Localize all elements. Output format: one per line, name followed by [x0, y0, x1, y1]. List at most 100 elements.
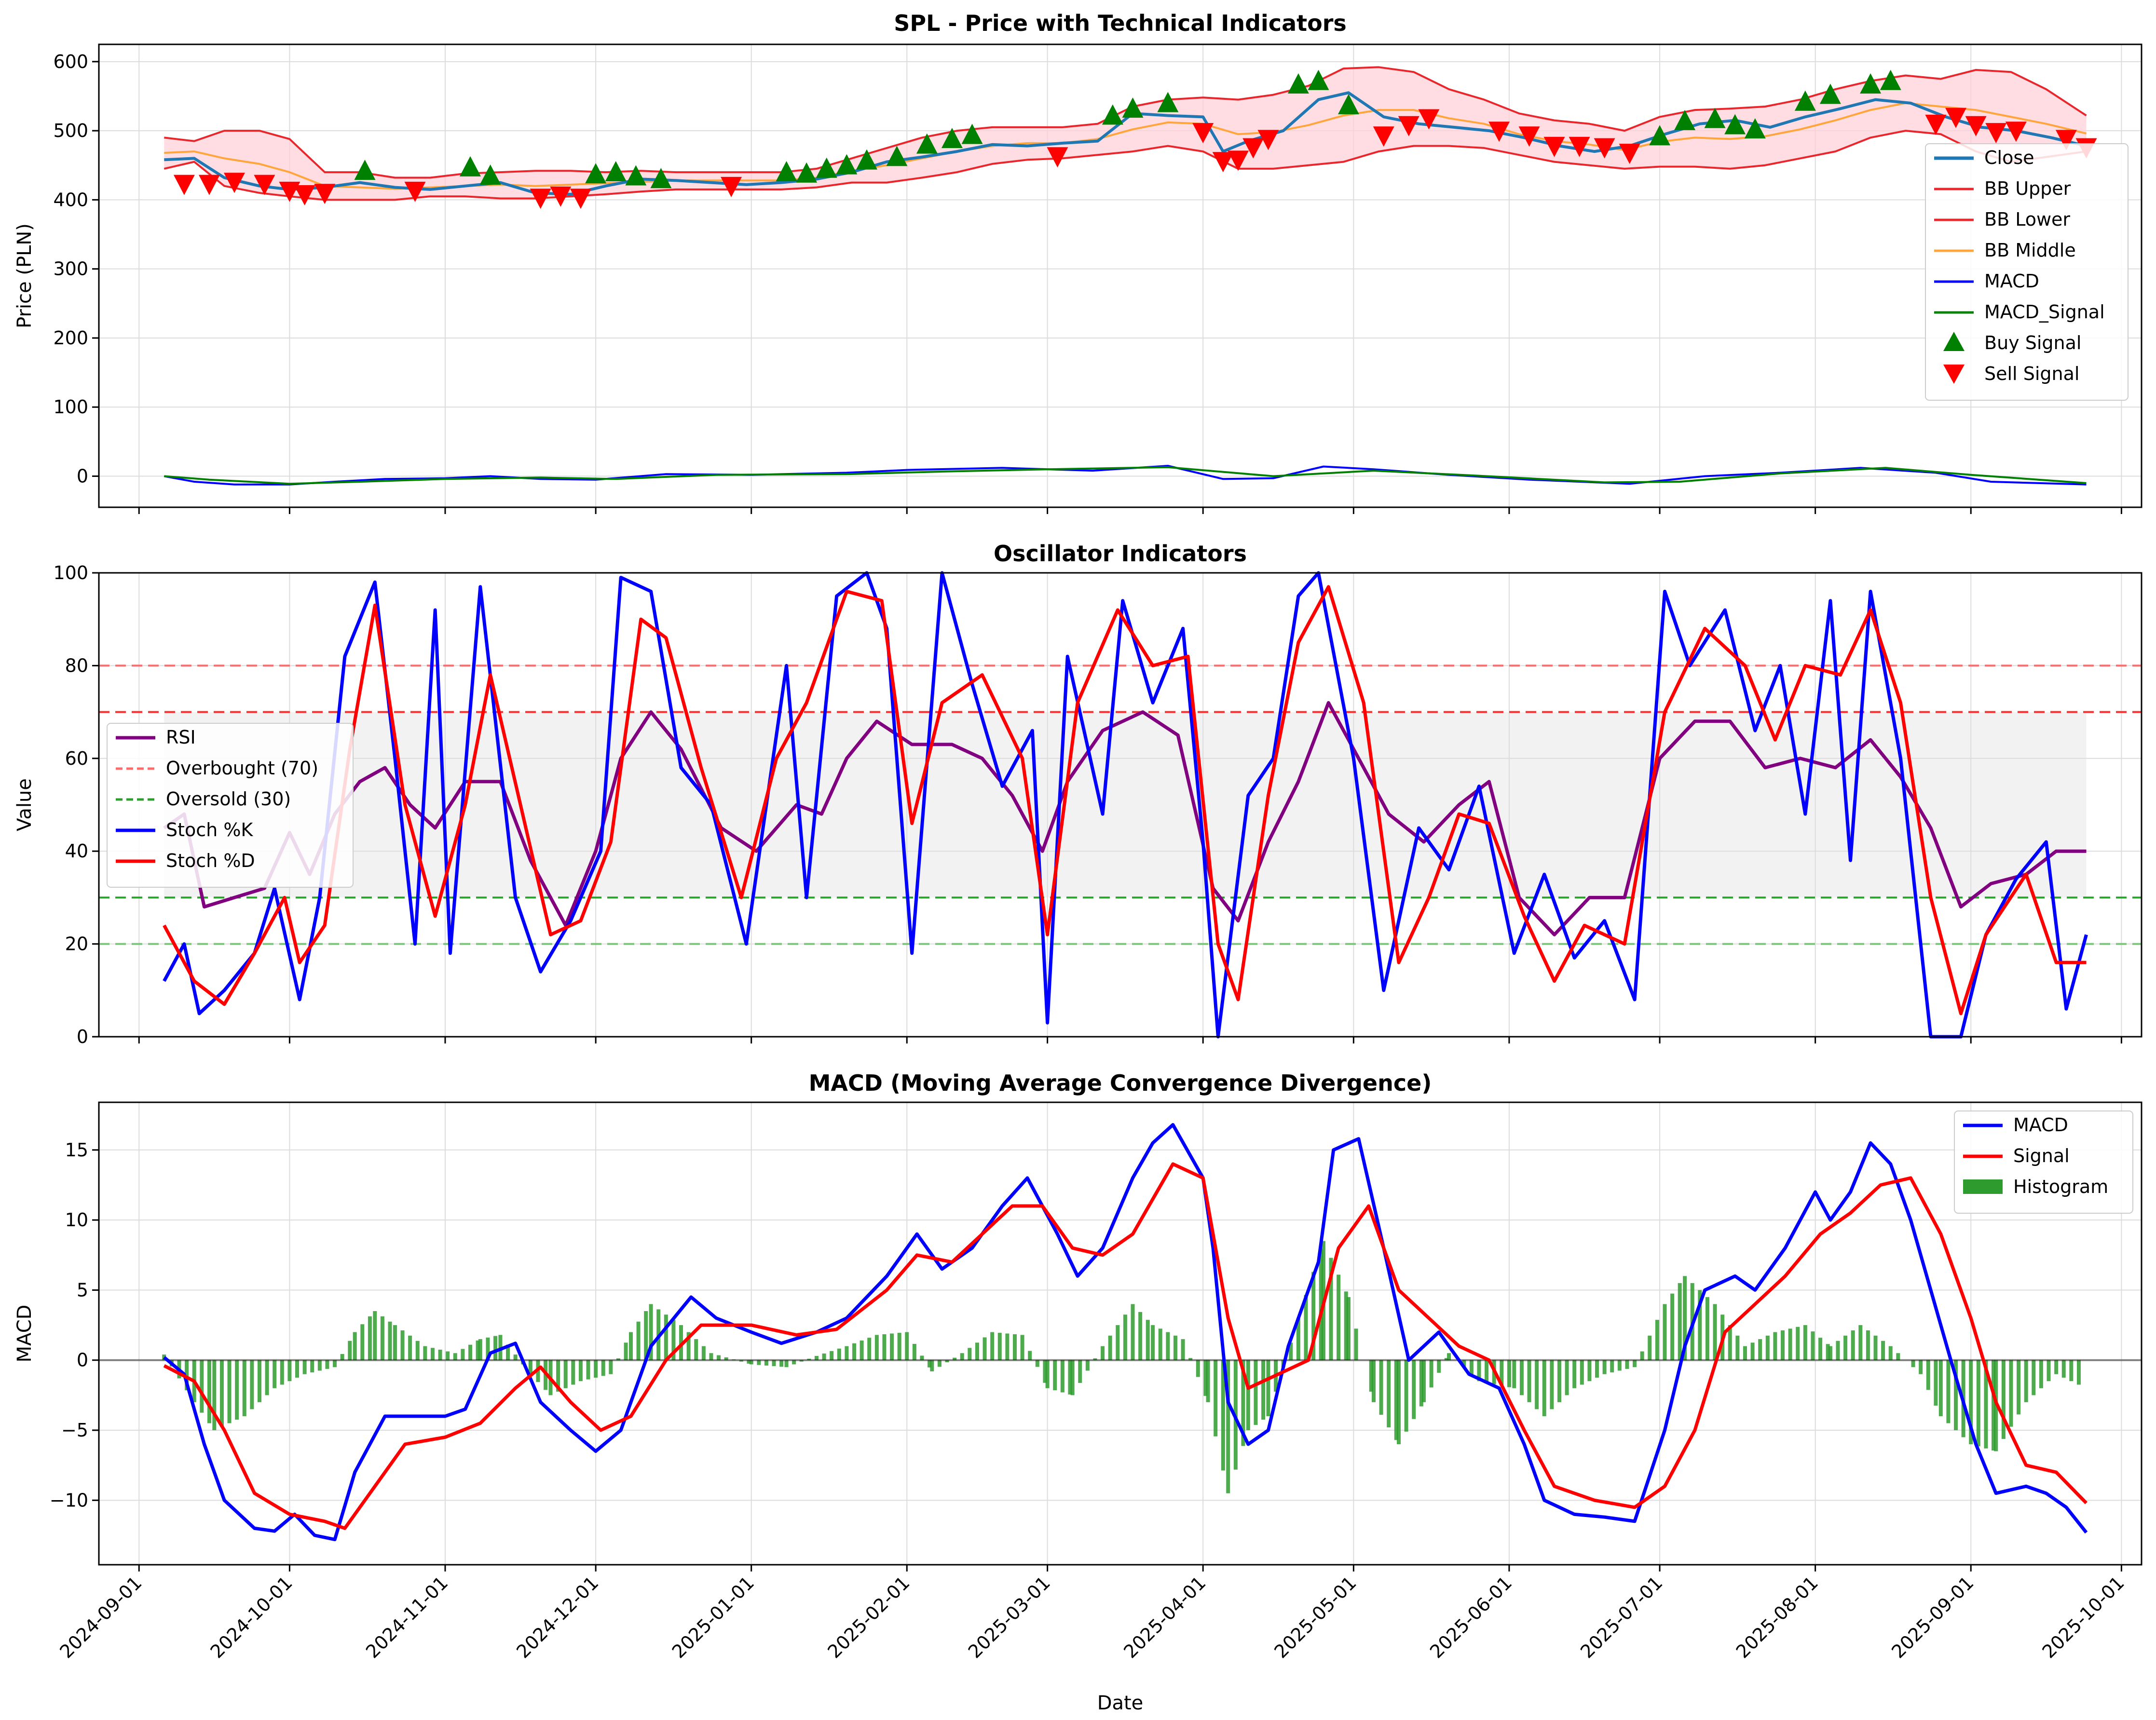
legend-swatch [1963, 1179, 2003, 1194]
legend-label: Sell Signal [1984, 363, 2079, 384]
histogram-bar [493, 1336, 498, 1360]
histogram-bar [1946, 1360, 1951, 1423]
histogram-bar [2069, 1360, 2074, 1381]
histogram-bar [1602, 1360, 1607, 1374]
histogram-bar [513, 1354, 518, 1360]
sell-signal-marker [1228, 150, 1249, 171]
legend-label: Close [1984, 147, 2034, 168]
histogram-bar [200, 1360, 204, 1413]
histogram-bar [1557, 1360, 1561, 1402]
y-tick-label: 40 [65, 840, 88, 862]
histogram-bar [317, 1360, 322, 1371]
macd-signal-line [164, 466, 2087, 485]
x-tick-label: 2024-12-01 [512, 1572, 602, 1662]
x-tick-label: 2025-04-01 [1119, 1572, 1210, 1662]
histogram-bar [1173, 1335, 1177, 1360]
histogram-bar [1873, 1335, 1878, 1360]
histogram-bar [822, 1353, 826, 1360]
y-tick-label: 0 [77, 466, 88, 487]
histogram-bar [2076, 1360, 2081, 1385]
histogram-bar [280, 1360, 284, 1385]
histogram-bar [1444, 1358, 1448, 1360]
histogram-bar [1580, 1360, 1584, 1385]
histogram-bar [2009, 1360, 2013, 1427]
histogram-bar [1670, 1293, 1675, 1360]
histogram-bar [265, 1360, 269, 1395]
histogram-bar [1698, 1290, 1702, 1360]
histogram-bar [784, 1360, 789, 1368]
buy-signal-marker [354, 160, 376, 180]
histogram-bar [739, 1360, 743, 1362]
histogram-bar [807, 1358, 811, 1360]
histogram-bar [709, 1353, 713, 1360]
sell-signal-marker [721, 176, 742, 197]
histogram-bar [556, 1360, 560, 1392]
histogram-bar [1221, 1360, 1225, 1471]
histogram-bar [1595, 1360, 1599, 1378]
histogram-bar [340, 1354, 344, 1360]
x-tick-label: 2024-11-01 [362, 1572, 452, 1662]
y-tick-label: 0 [77, 1026, 88, 1047]
oscillator-plot-frame [98, 572, 2142, 1038]
histogram-bar [1337, 1274, 1341, 1360]
histogram-bar [423, 1346, 427, 1360]
y-tick-label: −5 [61, 1420, 88, 1441]
sell-signal-marker [1047, 147, 1068, 168]
histogram-bar [571, 1360, 575, 1385]
legend-label: Histogram [2013, 1176, 2108, 1197]
histogram-bar [1818, 1338, 1823, 1360]
buy-signal-marker [776, 161, 797, 181]
histogram-bar [2061, 1360, 2066, 1378]
buy-signal-marker [916, 133, 938, 154]
histogram-bar [1550, 1360, 1554, 1409]
histogram-bar [1214, 1360, 1218, 1436]
macd-grid [99, 1102, 2142, 1565]
sell-signal-marker [173, 175, 195, 195]
histogram-bar [393, 1325, 397, 1360]
histogram-bar [1858, 1325, 1863, 1360]
histogram-bar [749, 1360, 753, 1365]
histogram-bar [1713, 1304, 1717, 1360]
histogram-bar [1911, 1360, 1915, 1368]
buy-signal-marker [796, 162, 818, 183]
legend-label: Stoch %D [166, 850, 255, 871]
histogram-bar [1266, 1360, 1270, 1416]
bollinger-band-fill [164, 67, 2087, 200]
histogram-bar [1261, 1360, 1266, 1420]
y-tick-label: 10 [65, 1209, 88, 1231]
histogram-bar [486, 1337, 490, 1360]
sell-signal-marker [404, 181, 426, 202]
bb-lower-line [164, 130, 2087, 201]
histogram-bar [890, 1333, 894, 1360]
histogram-bar [1354, 1328, 1358, 1360]
histogram-bar [1954, 1360, 1958, 1431]
macd-plot-frame [98, 1101, 2142, 1566]
histogram-bar [1683, 1276, 1687, 1360]
histogram-bar [1226, 1360, 1230, 1493]
y-tick-label: 80 [65, 655, 88, 676]
histogram-bar [1826, 1344, 1830, 1360]
histogram-bar [1412, 1360, 1416, 1419]
histogram-bar [1485, 1360, 1489, 1383]
histogram-bar [242, 1360, 246, 1416]
histogram-bar [772, 1360, 776, 1367]
histogram-bar [162, 1354, 166, 1360]
y-tick-label: 100 [53, 562, 88, 583]
histogram-bar [1397, 1360, 1401, 1445]
histogram-bar [1934, 1360, 1938, 1406]
histogram-bar [671, 1320, 676, 1360]
histogram-bar [1926, 1360, 1930, 1390]
histogram-bar [1500, 1360, 1504, 1386]
histogram-bar [717, 1355, 721, 1360]
price-y-ticks: 0 100 200 300 400 500 600 [53, 51, 99, 487]
y-tick-label: 15 [65, 1139, 88, 1161]
histogram-bar [1289, 1342, 1293, 1360]
histogram-bar [373, 1311, 377, 1360]
histogram-bar [905, 1332, 909, 1360]
buy-signal-marker [836, 154, 858, 175]
buy-signal-marker [1704, 108, 1726, 128]
buy-signal-marker [605, 161, 627, 181]
histogram-bar [219, 1360, 224, 1427]
legend-label: Buy Signal [1984, 332, 2081, 353]
